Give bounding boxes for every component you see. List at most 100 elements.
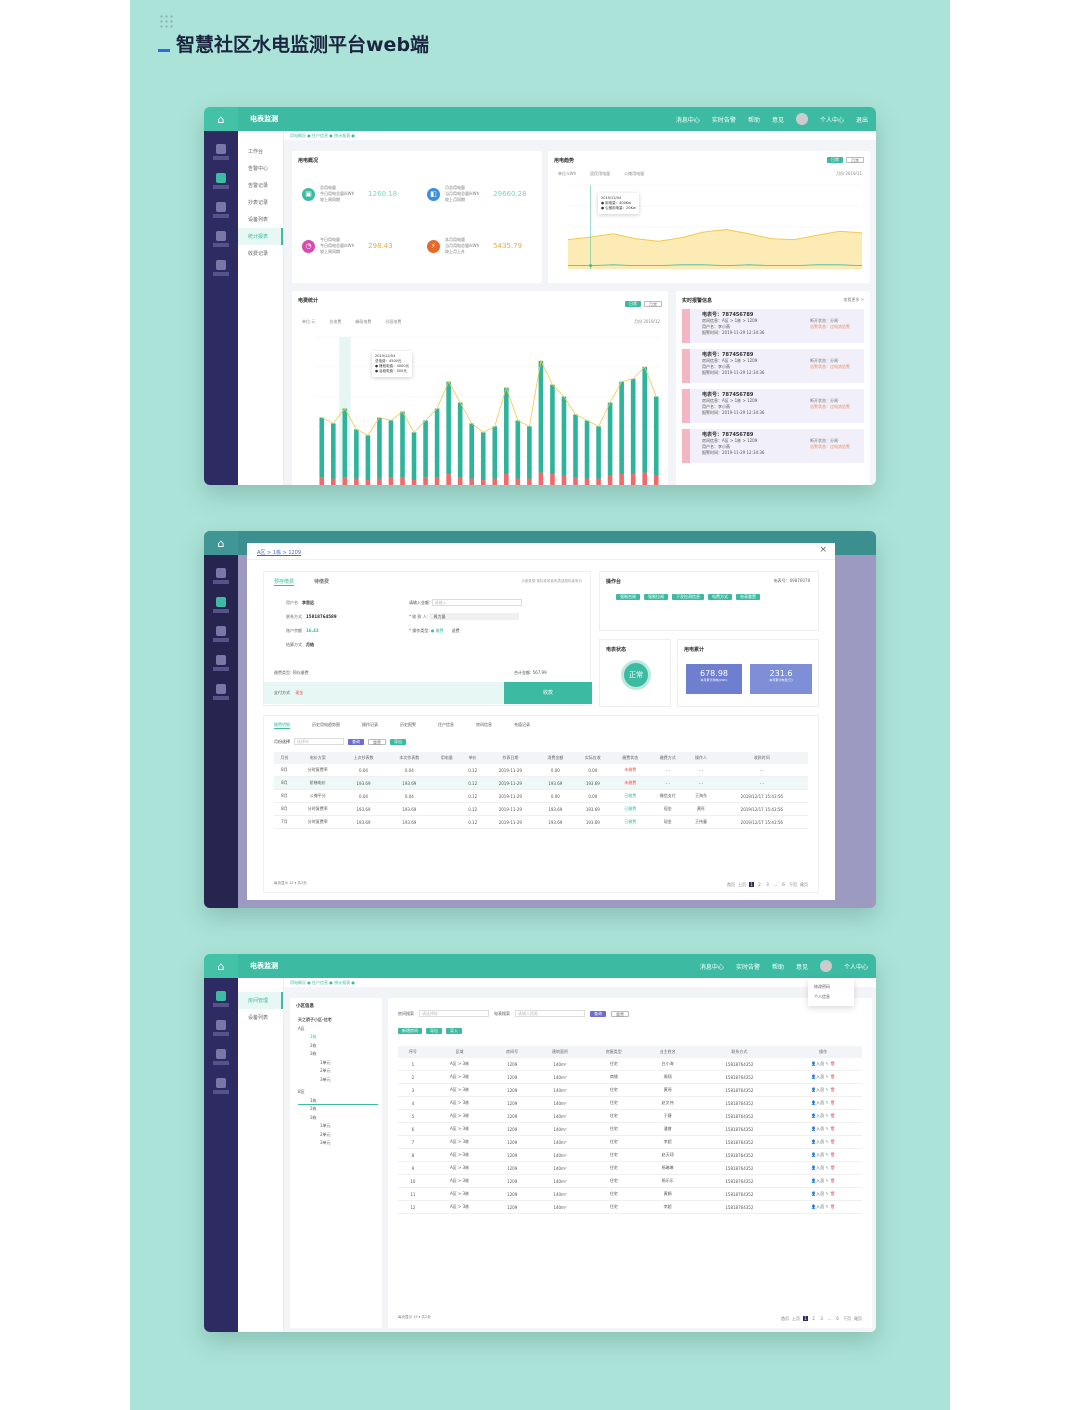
meter-icon[interactable] <box>216 991 226 1001</box>
tab-day[interactable]: 日常 <box>625 301 641 307</box>
submenu-item[interactable]: 抄表记录 <box>248 200 269 206</box>
add-room-button[interactable]: 新增房间 <box>398 1028 422 1034</box>
page-link[interactable]: 6 <box>782 882 785 887</box>
assign-link[interactable]: 入员 <box>816 1191 825 1196</box>
edit-icon[interactable]: ✎ <box>825 1152 829 1157</box>
tab-pending[interactable]: 待缴费 <box>314 579 330 585</box>
breadcrumb[interactable]: 用电概况 ● 住户信息 ● 统计报表 ● <box>284 978 876 987</box>
alert-item[interactable]: 电表号：787456789 房间信息：A区 > 1栋 > 1209 用户名：李小燕报… <box>682 309 864 343</box>
assign-link[interactable]: 入员 <box>816 1061 825 1066</box>
assign-link[interactable]: 入员 <box>816 1100 825 1105</box>
assign-link[interactable]: 入员 <box>816 1139 825 1144</box>
tree-node-building[interactable]: 3栋 <box>310 1114 317 1120</box>
user-icon[interactable]: 👤 <box>811 1126 817 1131</box>
table-row[interactable]: 9 A区 > 3栋 1209 140m² 住宅 杨琳琳 15818764352 👤入员 ✎ 🗑 <box>398 1161 862 1175</box>
home-icon[interactable]: ⌂ <box>204 107 238 131</box>
page-link[interactable]: 尾页 <box>800 882 808 887</box>
nav-alarms[interactable]: 实时告警 <box>735 963 760 971</box>
assign-link[interactable]: 入员 <box>816 1165 825 1170</box>
page-link[interactable]: 2 <box>812 1316 815 1321</box>
tree-node-unit[interactable]: 3单元 <box>320 1140 331 1145</box>
tab-prepay[interactable]: 预存缴费 <box>274 579 295 586</box>
page-link[interactable]: 首页 <box>727 882 735 887</box>
radio-pay[interactable]: ● 缴费 <box>430 628 444 633</box>
tab-month[interactable]: 月常 <box>644 301 662 307</box>
user-icon[interactable]: 👤 <box>811 1165 817 1170</box>
table-row[interactable]: 8月 分时复费率 0.04 0.04 0.12 2019-11-29 0.00 0.00 未缴费… <box>274 764 808 777</box>
nav-help[interactable]: 帮助 <box>771 963 784 971</box>
submenu-item-active[interactable]: 房间管理 <box>238 992 283 1009</box>
report-icon[interactable] <box>216 202 226 212</box>
table-row[interactable]: 10 A区 > 3栋 1209 140m² 住宅 杨乐乐 15818764352 👤入员 ✎ … <box>398 1174 862 1188</box>
page-link[interactable]: 下页 <box>789 882 797 887</box>
page-link[interactable]: 3 <box>820 1316 823 1321</box>
user-icon[interactable]: 👤 <box>811 1178 817 1183</box>
home-icon[interactable]: ⌂ <box>204 954 238 978</box>
tab-month[interactable]: 月常 <box>846 157 864 163</box>
table-row[interactable]: 11 A区 > 3栋 1209 140m² 住宅 黄娟 15818764352 👤入员 ✎ 🗑 <box>398 1187 862 1201</box>
edit-icon[interactable]: ✎ <box>825 1139 829 1144</box>
nav-help[interactable]: 帮助 <box>747 116 760 124</box>
page-link[interactable]: 首页 <box>781 1316 789 1321</box>
meter-icon[interactable] <box>216 173 226 183</box>
tree-node-zone[interactable]: A区 <box>298 1025 305 1031</box>
tree-node-building[interactable]: 1栋 <box>310 1034 317 1039</box>
edit-icon[interactable]: ✎ <box>825 1061 829 1066</box>
tree-node-unit[interactable]: 2单元 <box>320 1068 331 1073</box>
user-icon[interactable]: 👤 <box>811 1152 817 1157</box>
submenu-item[interactable]: 告警记录 <box>248 183 269 189</box>
tab-payments[interactable]: 缴费明细 <box>274 722 290 729</box>
delete-icon[interactable]: 🗑 <box>830 1113 836 1118</box>
breadcrumb[interactable]: 用电概况 ● 住户信息 ● 统计报表 ● <box>284 131 876 140</box>
table-row[interactable]: 12 A区 > 3栋 1209 140m² 住宅 李超 15818764352 👤入员 ✎ 🗑 <box>398 1200 862 1214</box>
page-link[interactable]: ... <box>773 882 778 887</box>
tree-node-unit[interactable]: 3单元 <box>320 1076 331 1082</box>
delete-icon[interactable]: 🗑 <box>830 1152 836 1157</box>
year-select[interactable]: 选择年 <box>294 738 344 745</box>
edit-icon[interactable]: ✎ <box>825 1178 829 1183</box>
tree-node-building[interactable]: 2栋 <box>310 1106 317 1111</box>
nav-messages[interactable]: 消息中心 <box>675 116 700 124</box>
assign-link[interactable]: 入员 <box>816 1126 825 1131</box>
reset-button[interactable]: 重置 <box>611 1010 629 1017</box>
amount-input[interactable]: 请输入 <box>431 599 522 606</box>
table-row[interactable]: 2 A区 > 3栋 1209 140m² 商铺 周翔 15818764352 👤入员 ✎ 🗑 <box>398 1070 862 1084</box>
delete-icon[interactable]: 🗑 <box>830 1087 836 1092</box>
user-icon[interactable]: 👤 <box>811 1061 817 1066</box>
assign-link[interactable]: 入员 <box>816 1178 825 1183</box>
edit-icon[interactable]: ✎ <box>825 1113 829 1118</box>
table-row[interactable]: 7月 分时复费率 193.69 193.69 0.12 2019-11-29 193.69 1… <box>274 815 808 829</box>
edit-icon[interactable]: ✎ <box>825 1204 829 1209</box>
user-icon[interactable]: 👤 <box>811 1139 817 1144</box>
submenu-item[interactable]: 设备列表 <box>248 1015 269 1021</box>
change-password-item[interactable]: 修改密码 <box>814 984 830 989</box>
tree-node-unit[interactable]: 1单元 <box>320 1059 331 1065</box>
delete-icon[interactable]: 🗑 <box>830 1074 836 1079</box>
report-icon[interactable] <box>216 1020 226 1030</box>
delete-icon[interactable]: 🗑 <box>830 1139 836 1144</box>
alert-item[interactable]: 电表号：787456789 房间信息：A区 > 1栋 > 1209 用户名：李小燕报… <box>682 349 864 383</box>
nav-alarms[interactable]: 实时告警 <box>711 116 736 124</box>
search-button[interactable]: 查询 <box>348 738 364 745</box>
page-link[interactable]: 6 <box>836 1316 839 1321</box>
submenu-item[interactable]: 设备列表 <box>248 217 269 223</box>
reset-meter-button[interactable]: 电表重置 <box>736 594 760 600</box>
tab-alarm-history[interactable]: 历史报警 <box>400 722 416 727</box>
table-row[interactable]: 1 A区 > 3栋 1209 140m² 住宅 白小海 15818764352 👤入员 ✎ 🗑 <box>398 1058 862 1071</box>
page-size[interactable]: 每页显示 15 ▾ 共2页 <box>398 1315 431 1319</box>
user-icon[interactable]: 👤 <box>811 1087 817 1092</box>
submenu-item[interactable]: 收费记录 <box>248 251 269 257</box>
reset-button[interactable]: 重置 <box>368 738 386 745</box>
table-row[interactable]: 4 A区 > 3栋 1209 140m² 住宅 赵文伟 15818764352 👤入员 ✎ 🗑 <box>398 1096 862 1110</box>
more-link[interactable]: 查看更多 > <box>843 297 864 302</box>
page-link[interactable]: 3 <box>766 882 769 887</box>
owner-icon[interactable] <box>216 260 226 270</box>
month-select[interactable]: 2019/12 <box>643 319 660 324</box>
open-switch-button[interactable]: 强制拉闸 <box>644 594 668 600</box>
import-button[interactable]: 导入 <box>446 1028 462 1034</box>
send-check-button[interactable]: 下发检测信息 <box>672 594 704 600</box>
room-path[interactable]: A区 > 1栋 > 1209 <box>257 550 302 556</box>
page-link[interactable]: 尾页 <box>854 1316 862 1321</box>
page-link[interactable]: 2 <box>758 882 761 887</box>
edit-icon[interactable]: ✎ <box>825 1126 829 1131</box>
